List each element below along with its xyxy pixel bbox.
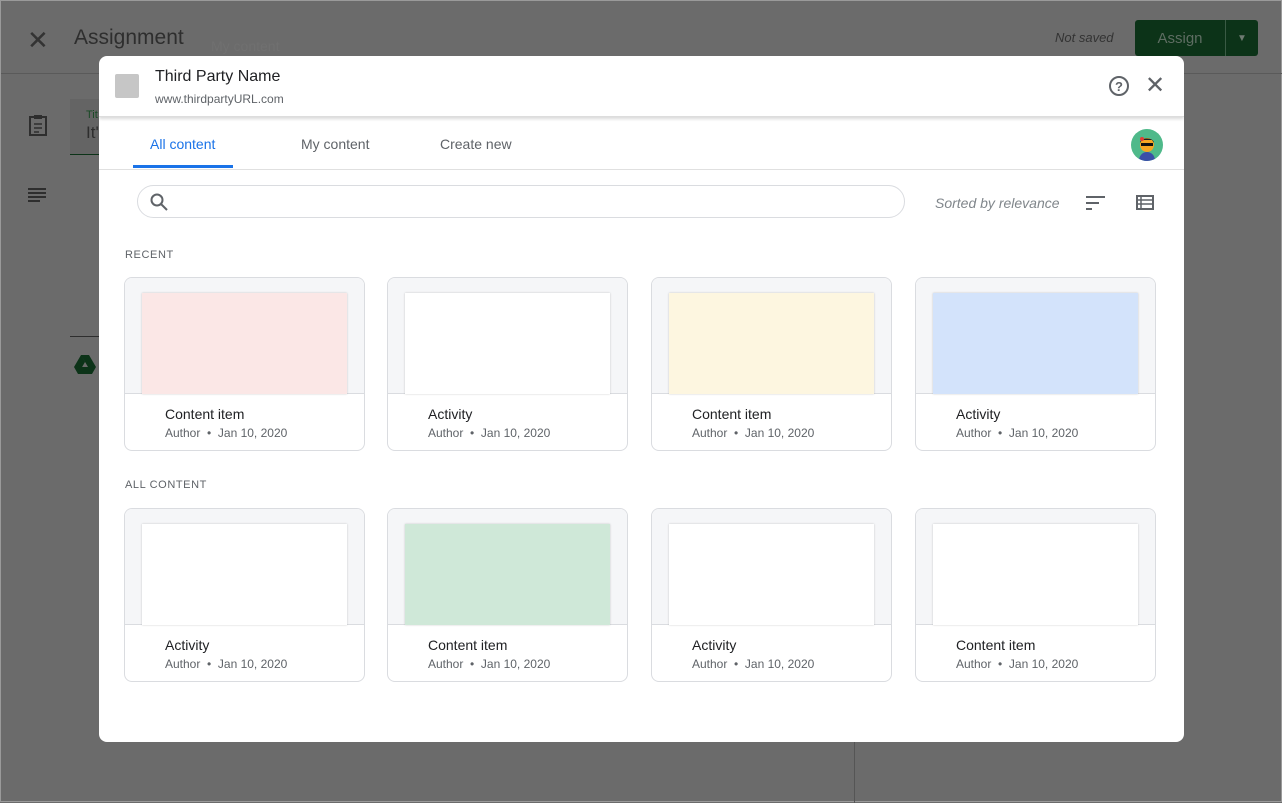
card-date: Jan 10, 2020 xyxy=(217,426,288,440)
content-card[interactable]: Content item Author • Jan 10, 2020 xyxy=(124,277,365,451)
card-thumbnail xyxy=(388,509,627,625)
content-picker-dialog: Third Party Name www.thirdpartyURL.com ?… xyxy=(99,56,1184,742)
avatar[interactable] xyxy=(1131,129,1163,161)
divider xyxy=(70,336,100,337)
card-title: Content item xyxy=(692,406,772,422)
thumbnail-preview xyxy=(142,293,347,394)
app-header: ✕ Assignment My content Not saved Assign… xyxy=(1,1,1282,74)
card-meta: Author • Jan 10, 2020 xyxy=(956,426,1079,440)
tab-bar: All content My content Create new xyxy=(99,118,1184,170)
thumbnail-preview xyxy=(405,293,610,394)
field-label: Tit xyxy=(86,109,98,121)
divider xyxy=(854,742,855,803)
card-thumbnail xyxy=(652,278,891,394)
card-author: Author xyxy=(165,657,201,671)
search-input[interactable] xyxy=(137,185,905,218)
card-author: Author xyxy=(692,657,728,671)
thumbnail-preview xyxy=(669,293,874,394)
card-author: Author xyxy=(692,426,728,440)
chevron-down-icon[interactable]: ▼ xyxy=(1237,32,1247,44)
card-meta: Author • Jan 10, 2020 xyxy=(165,657,288,671)
sort-label: Sorted by relevance xyxy=(935,195,1060,211)
close-icon[interactable]: ✕ xyxy=(27,25,49,55)
card-date: Jan 10, 2020 xyxy=(480,657,551,671)
content-card[interactable]: Content item Author • Jan 10, 2020 xyxy=(651,277,892,451)
dialog-header: Third Party Name www.thirdpartyURL.com ?… xyxy=(99,56,1184,117)
section-title: RECENT xyxy=(125,249,174,261)
card-author: Author xyxy=(428,657,464,671)
card-thumbnail xyxy=(125,509,364,625)
card-meta: Author • Jan 10, 2020 xyxy=(428,657,551,671)
card-title: Content item xyxy=(165,406,245,422)
card-meta: Author • Jan 10, 2020 xyxy=(692,426,815,440)
content-card[interactable]: Activity Author • Jan 10, 2020 xyxy=(651,508,892,682)
thumbnail-preview xyxy=(933,524,1138,625)
help-icon[interactable]: ? xyxy=(1109,76,1129,96)
save-status: Not saved xyxy=(1055,30,1114,45)
provider-logo xyxy=(115,74,139,98)
card-author: Author xyxy=(428,426,464,440)
card-title: Activity xyxy=(428,406,473,422)
card-thumbnail xyxy=(916,278,1155,394)
drive-icon xyxy=(74,355,96,374)
card-date: Jan 10, 2020 xyxy=(480,426,551,440)
thumbnail-preview xyxy=(669,524,874,625)
content-card[interactable]: Content item Author • Jan 10, 2020 xyxy=(387,508,628,682)
card-thumbnail xyxy=(125,278,364,394)
assign-button[interactable]: Assign xyxy=(1135,20,1226,56)
card-meta: Author • Jan 10, 2020 xyxy=(692,657,815,671)
card-date: Jan 10, 2020 xyxy=(1008,657,1079,671)
section-title: ALL CONTENT xyxy=(125,479,207,491)
active-tab-indicator xyxy=(133,165,233,168)
notes-icon xyxy=(28,185,46,208)
content-card[interactable]: Activity Author • Jan 10, 2020 xyxy=(124,508,365,682)
content-card[interactable]: Activity Author • Jan 10, 2020 xyxy=(387,277,628,451)
card-date: Jan 10, 2020 xyxy=(217,657,288,671)
thumbnail-preview xyxy=(405,524,610,625)
tab-my-content[interactable]: My content xyxy=(301,136,370,152)
card-thumbnail xyxy=(916,509,1155,625)
provider-name: Third Party Name xyxy=(155,68,281,85)
card-title: Content item xyxy=(428,637,508,653)
card-title: Activity xyxy=(956,406,1001,422)
card-date: Jan 10, 2020 xyxy=(1008,426,1079,440)
thumbnail-preview xyxy=(142,524,347,625)
close-icon[interactable]: ✕ xyxy=(1145,72,1166,99)
card-title: Activity xyxy=(165,637,210,653)
card-author: Author xyxy=(165,426,201,440)
search-field[interactable] xyxy=(178,192,878,212)
card-meta: Author • Jan 10, 2020 xyxy=(428,426,551,440)
card-title: Content item xyxy=(956,637,1036,653)
content-card[interactable]: Content item Author • Jan 10, 2020 xyxy=(915,508,1156,682)
card-thumbnail xyxy=(388,278,627,394)
card-title: Activity xyxy=(692,637,737,653)
content-card[interactable]: Activity Author • Jan 10, 2020 xyxy=(915,277,1156,451)
field-value: It' xyxy=(86,123,99,142)
card-author: Author xyxy=(956,657,992,671)
card-thumbnail xyxy=(652,509,891,625)
page-title: Assignment xyxy=(74,26,184,49)
card-author: Author xyxy=(956,426,992,440)
clipboard-icon xyxy=(28,114,48,142)
ghost-text: My content xyxy=(211,38,280,54)
tab-all-content[interactable]: All content xyxy=(150,136,216,152)
list-view-icon[interactable] xyxy=(1136,195,1154,210)
card-meta: Author • Jan 10, 2020 xyxy=(165,426,288,440)
assign-button-group[interactable]: Assign ▼ xyxy=(1135,20,1258,56)
card-date: Jan 10, 2020 xyxy=(744,426,815,440)
provider-url: www.thirdpartyURL.com xyxy=(155,92,284,106)
tab-create-new[interactable]: Create new xyxy=(440,136,512,152)
card-meta: Author • Jan 10, 2020 xyxy=(956,657,1079,671)
sort-icon[interactable] xyxy=(1086,196,1105,210)
search-icon xyxy=(150,193,168,211)
card-date: Jan 10, 2020 xyxy=(744,657,815,671)
thumbnail-preview xyxy=(933,293,1138,394)
